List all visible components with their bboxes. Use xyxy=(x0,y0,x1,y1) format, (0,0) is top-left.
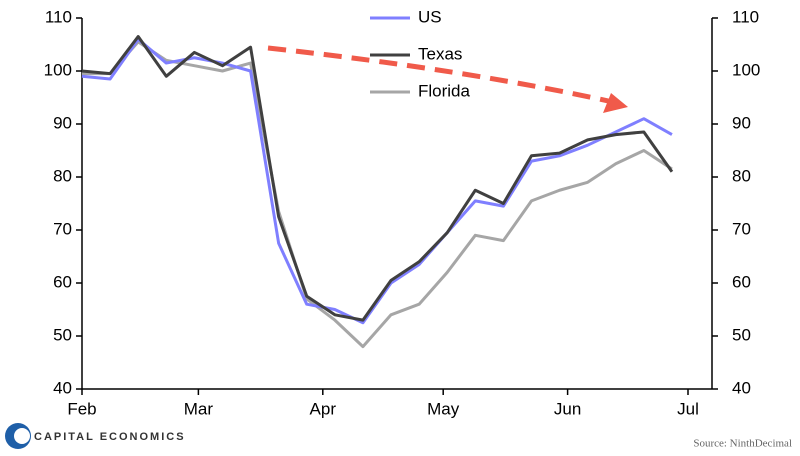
y2-tick-label: 60 xyxy=(732,272,751,291)
x-tick-label: May xyxy=(427,399,460,418)
y-tick-label: 110 xyxy=(45,7,72,26)
legend-label: Texas xyxy=(418,44,462,63)
line-series xyxy=(81,37,673,325)
annotation-arrowhead xyxy=(603,93,628,113)
x-tick-label: Mar xyxy=(184,399,214,418)
logo-icon-inner xyxy=(14,428,30,444)
legend-label: US xyxy=(418,7,442,26)
annotation-arrow xyxy=(267,45,623,107)
y-tick-label: 100 xyxy=(44,60,72,79)
y2-tick-label: 50 xyxy=(732,325,751,344)
y-tick-label: 50 xyxy=(53,325,72,344)
source: Source: NinthDecimal xyxy=(693,438,792,450)
y2-tick-label: 110 xyxy=(732,7,759,26)
x-tick-label: Jun xyxy=(554,399,581,418)
y2-tick-label: 80 xyxy=(732,166,751,185)
y-tick-label: 90 xyxy=(53,113,72,132)
y2-tick-label: 70 xyxy=(732,219,751,238)
y2-tick-label: 40 xyxy=(732,378,751,397)
y2-tick-label: 90 xyxy=(732,113,751,132)
x-tick-label: Feb xyxy=(67,399,96,418)
x-tick-label: Jul xyxy=(677,399,699,418)
line-series xyxy=(81,35,674,322)
x-tick-label: Apr xyxy=(310,399,337,418)
y2-tick-label: 100 xyxy=(732,60,760,79)
y-tick-label: 70 xyxy=(53,219,72,238)
y-tick-label: 40 xyxy=(53,378,72,397)
logo: CAPITAL ECONOMICS xyxy=(5,423,186,449)
legend-label: Florida xyxy=(418,81,471,100)
y-tick-label: 60 xyxy=(53,272,72,291)
logo-text: CAPITAL ECONOMICS xyxy=(34,431,186,443)
y-tick-label: 80 xyxy=(53,166,72,185)
